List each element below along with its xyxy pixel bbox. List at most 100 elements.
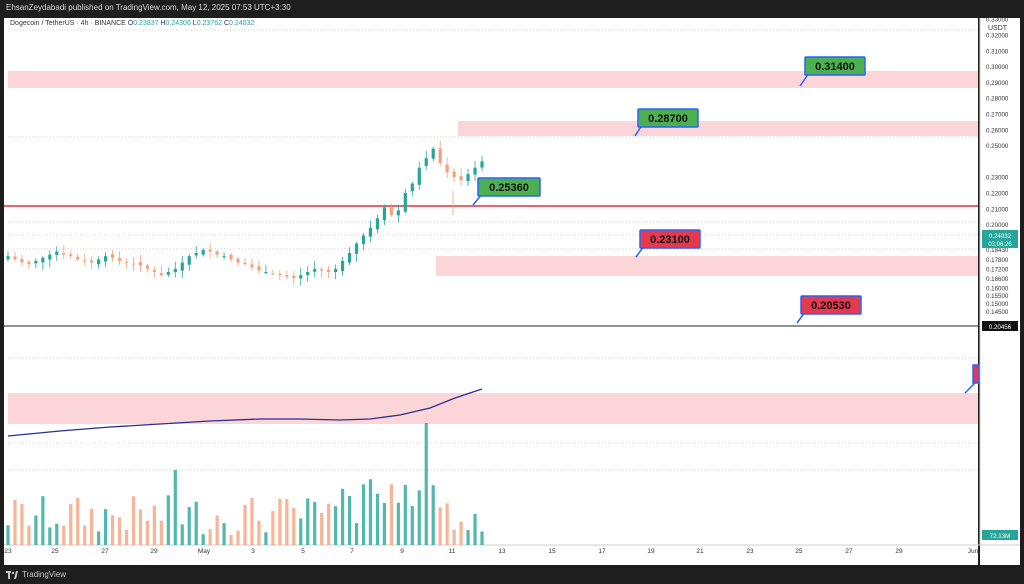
x-tick-label: May	[198, 548, 211, 555]
y-tick-label: 0.25000	[986, 143, 1009, 150]
volume-bar	[424, 423, 428, 545]
volume-bar	[299, 518, 303, 545]
level-callout-partial	[972, 364, 980, 384]
volume-bar	[431, 485, 435, 545]
volume-bar	[69, 504, 73, 545]
x-tick-label: 7	[350, 548, 354, 555]
volume-bar	[194, 501, 198, 545]
candle	[236, 258, 240, 263]
candle	[180, 262, 184, 271]
volume-bar	[257, 520, 261, 545]
volume-bar	[138, 509, 143, 545]
x-tick-label: 23	[746, 548, 754, 555]
y-tick-label: 0.15500	[986, 293, 1009, 300]
y-tick-label: 0.27000	[986, 112, 1009, 119]
x-tick-label: 9	[400, 548, 404, 555]
x-tick-label: 23	[4, 548, 12, 555]
volume-bar	[271, 510, 275, 545]
volume-bar	[473, 513, 477, 545]
y-tick-label: 0.29000	[986, 80, 1009, 87]
candle	[97, 259, 101, 265]
volume-bar	[97, 531, 101, 545]
candle	[368, 227, 373, 237]
level-callout-label: 0.25360	[489, 182, 529, 194]
volume-bar	[445, 503, 449, 545]
volume-bar	[110, 515, 115, 545]
candle	[320, 269, 324, 271]
volume-bar	[90, 508, 94, 545]
candle	[124, 262, 129, 264]
candle	[438, 148, 442, 163]
volume-bar	[250, 497, 254, 545]
volume-bar	[340, 488, 345, 545]
candle	[473, 167, 477, 175]
y-tick-label: 0.14500	[986, 309, 1009, 316]
y-tick-label: 0.15000	[986, 301, 1009, 308]
candle	[103, 256, 108, 262]
level-callout[interactable]	[804, 56, 866, 76]
tradingview-brand: TradingView	[22, 570, 67, 579]
volume-bar	[41, 496, 45, 545]
candle	[41, 257, 45, 263]
candle	[340, 260, 345, 271]
y-tick-label: 0.30000	[986, 64, 1009, 71]
y-tick-label: 0.20000	[986, 222, 1009, 229]
zone-3	[8, 393, 978, 424]
symbol-legend: Dogecoin / TetherUS · 4h · BINANCE O0.23…	[10, 20, 254, 27]
level-callout-label: 0.28700	[648, 113, 688, 125]
y-tick-label: 0.22000	[986, 191, 1009, 198]
candle	[83, 260, 87, 262]
price-chart[interactable]: 0.33000 0.32000 0.31000 0.30000 0.29000 0.280…	[0, 15, 1024, 566]
candle	[403, 193, 407, 212]
level-callout[interactable]	[639, 229, 701, 249]
moving-average-line	[7, 388, 483, 437]
volume-bar	[83, 525, 87, 545]
plot-area[interactable]	[4, 18, 978, 545]
zone-1	[458, 121, 978, 136]
level-callout[interactable]	[637, 108, 699, 128]
candle	[76, 256, 80, 260]
time-axis[interactable]	[4, 545, 978, 565]
candle	[69, 254, 73, 257]
volume-bar	[27, 525, 31, 545]
level-callout[interactable]	[800, 295, 862, 315]
volume-bar	[320, 512, 324, 545]
volume-bar	[13, 499, 17, 545]
volume-bar	[103, 509, 108, 545]
volume-bar	[285, 499, 289, 545]
volume-bar	[166, 495, 170, 545]
volume-bar	[354, 523, 359, 545]
candle	[292, 275, 296, 279]
volume-bar	[215, 515, 219, 545]
y-tick-label: 0.31000	[986, 48, 1009, 55]
x-tick-label: Jun	[968, 548, 979, 555]
volume-bar	[459, 521, 463, 545]
callout-pointer	[964, 382, 976, 394]
volume-bar	[278, 498, 282, 545]
volume-bar	[173, 470, 177, 545]
candle-countdown: 03:06:26	[988, 242, 1012, 248]
y-tick-label: 0.16600	[986, 276, 1009, 283]
y-tick-label: 0.18430	[986, 247, 1009, 254]
y-tick-label: 0.26000	[986, 127, 1009, 134]
candle	[194, 253, 198, 256]
volume-bar	[292, 507, 296, 545]
candle	[20, 258, 24, 263]
volume-bar	[236, 530, 240, 545]
candle	[159, 273, 163, 276]
y-tick-label: 0.16000	[986, 285, 1009, 292]
level-callout-label: 0.20530	[811, 300, 851, 312]
volume-bar	[368, 479, 373, 545]
volume-bar	[131, 496, 136, 545]
volume-bar	[159, 520, 163, 545]
volume-bar	[180, 524, 184, 545]
candle	[480, 161, 484, 168]
volume-bar	[124, 529, 129, 545]
x-tick-label: 27	[845, 548, 853, 555]
x-tick-label: 25	[51, 548, 59, 555]
price-axis[interactable]	[980, 18, 1020, 565]
level-callout[interactable]	[477, 177, 541, 197]
candle	[13, 256, 17, 260]
level-callout-label: 0.31400	[815, 61, 855, 73]
candle	[459, 176, 463, 181]
